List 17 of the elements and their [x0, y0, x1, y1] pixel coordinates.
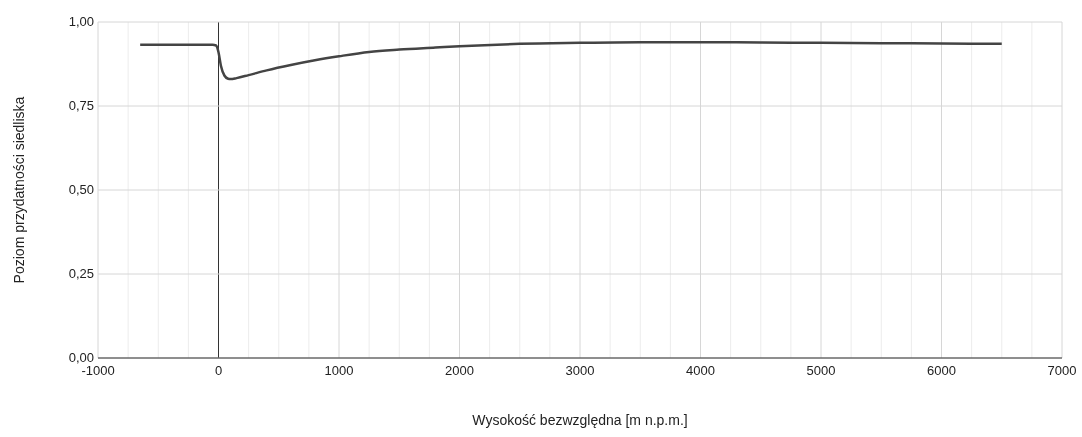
y-tick-label: 0,75 [68, 98, 94, 113]
x-tick-label: 7000 [1047, 363, 1077, 378]
y-tick-label: 0,50 [68, 182, 94, 197]
x-tick-label: 5000 [806, 363, 836, 378]
x-tick-label: 6000 [927, 363, 956, 378]
x-tick-label: -1000 [81, 363, 115, 378]
y-tick-label: 1,00 [68, 14, 94, 29]
y-tick-label: 0,25 [68, 266, 94, 281]
line-series [138, 40, 1003, 81]
x-tick-label: 2000 [445, 363, 474, 378]
x-tick-label: 0 [214, 363, 223, 378]
x-tick-label: 1000 [324, 363, 354, 378]
y-tick-label: 0,00 [68, 350, 94, 365]
x-axis-title: Wysokość bezwzględna [m n.p.m.] [472, 412, 688, 428]
y-axis-title: Poziom przydatności siedliska [11, 96, 27, 284]
x-tick-label: 4000 [686, 363, 715, 378]
x-tick-label: 3000 [565, 363, 595, 378]
